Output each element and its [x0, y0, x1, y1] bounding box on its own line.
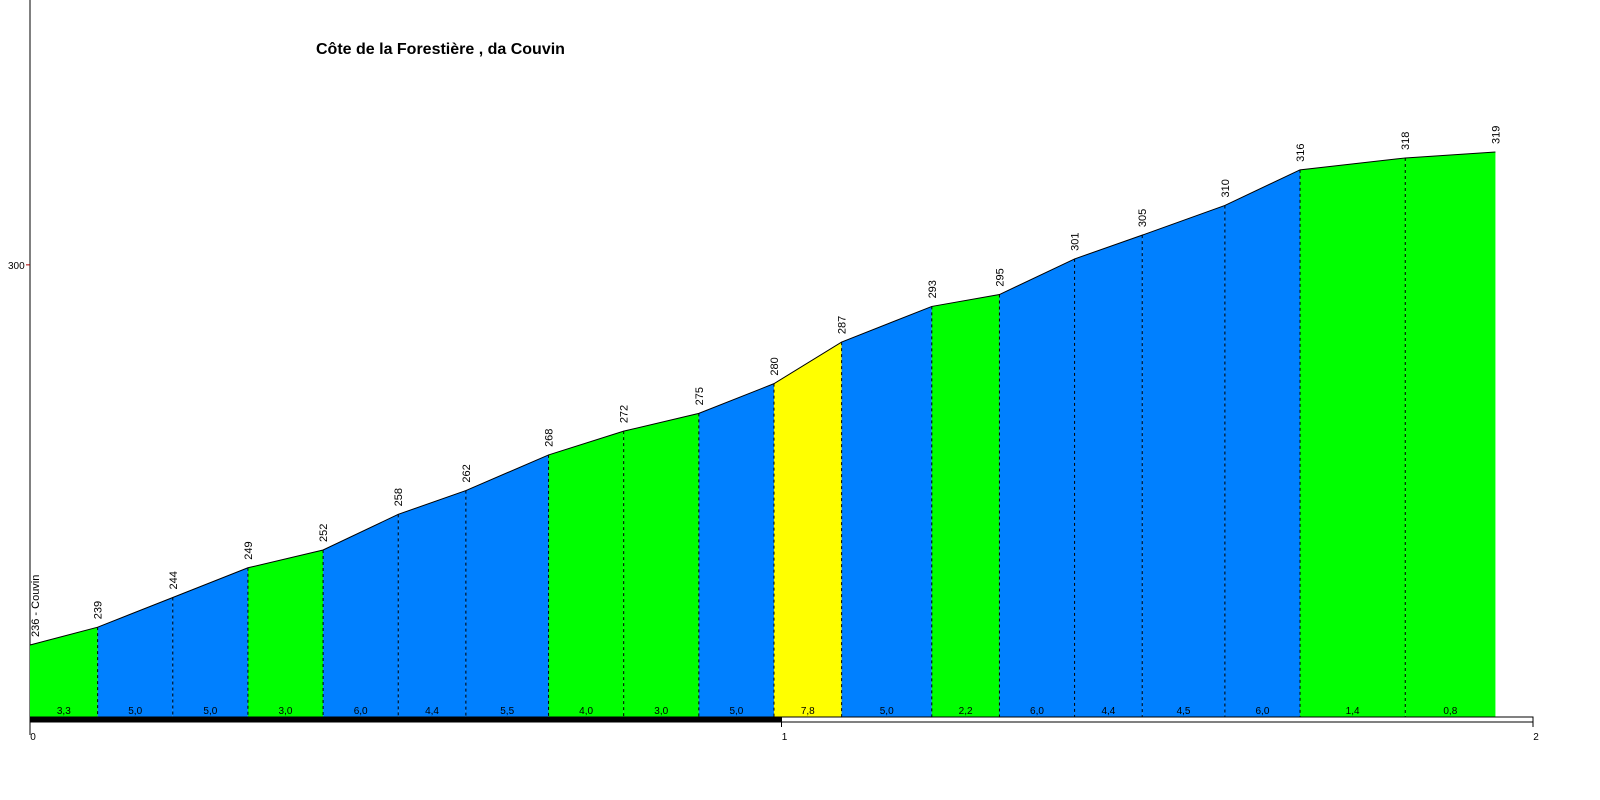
grade-labels-layer: 3,3 5,0 5,0 3,0 6,0 4,4 5,5 4,0 3,0 5,0 7,8 5,0 2,2 6… — [57, 706, 1458, 717]
elevation-label: 262 — [461, 464, 473, 482]
x-tick-label: 0 — [30, 732, 36, 743]
y-tick-label: 300 — [8, 261, 25, 272]
grade-label: 6,0 — [1256, 706, 1270, 717]
profile-segment — [97, 597, 173, 718]
start-label: 236 - Couvin — [30, 575, 42, 637]
grade-label: 3,0 — [654, 706, 668, 717]
elevation-label: 305 — [1137, 209, 1149, 227]
elevation-label: 316 — [1295, 143, 1307, 161]
elevation-label: 295 — [994, 268, 1006, 286]
km-scale-block — [781, 716, 1534, 723]
profile-segment — [773, 342, 842, 718]
grade-label: 5,0 — [880, 706, 894, 717]
elevation-label: 318 — [1400, 132, 1412, 150]
profile-segment — [841, 306, 932, 718]
profile-segment — [931, 294, 1000, 718]
grade-label: 4,5 — [1177, 706, 1191, 717]
grade-label: 3,3 — [57, 706, 71, 717]
elevation-label: 272 — [619, 405, 631, 423]
profile-segment — [623, 413, 699, 718]
profile-segment — [465, 454, 549, 718]
grade-label: 5,5 — [500, 706, 514, 717]
grade-label: 4,4 — [425, 706, 439, 717]
grade-label: 2,2 — [959, 706, 973, 717]
segments-layer — [30, 152, 1496, 719]
grade-label: 5,0 — [128, 706, 142, 717]
profile-segment — [1300, 157, 1406, 718]
chart-title: Côte de la Forestière , da Couvin — [316, 41, 565, 58]
grade-label: 6,0 — [1030, 706, 1044, 717]
grade-label: 7,8 — [801, 706, 815, 717]
profile-segment — [172, 567, 248, 718]
profile-segment — [698, 383, 774, 718]
grade-label: 3,0 — [279, 706, 293, 717]
km-scale-bar — [29, 716, 1534, 723]
profile-segment — [398, 490, 466, 718]
grade-label: 1,4 — [1346, 706, 1360, 717]
grade-label: 5,0 — [729, 706, 743, 717]
km-scale-block — [29, 716, 782, 723]
elevation-label: 275 — [694, 387, 706, 405]
dividers-layer — [29, 151, 1496, 718]
profile-segment — [1142, 205, 1225, 718]
grade-label: 4,0 — [579, 706, 593, 717]
profile-segment — [30, 627, 98, 718]
elevation-label: 244 — [168, 571, 180, 589]
x-tick-label: 2 — [1533, 732, 1539, 743]
elevation-label: 287 — [837, 316, 849, 334]
profile-segment — [1224, 169, 1301, 718]
grade-label: 5,0 — [203, 706, 217, 717]
grade-label: 0,8 — [1443, 706, 1457, 717]
elevation-label: 252 — [318, 524, 330, 542]
elevation-label: 249 — [243, 541, 255, 559]
elevation-label: 268 — [544, 429, 556, 447]
elevation-label: 293 — [927, 280, 939, 298]
profile-segment — [247, 549, 324, 718]
elevation-label: 310 — [1220, 179, 1232, 197]
elevation-labels-layer: 236 - Couvin 239 244 249 252 258 262 268 272 275 2… — [30, 126, 1502, 637]
grade-label: 6,0 — [354, 706, 368, 717]
profile-line — [29, 151, 1496, 646]
x-tick-label: 1 — [782, 732, 788, 743]
profile-segment — [323, 514, 399, 718]
elevation-label: 258 — [393, 488, 405, 506]
profile-segment — [1074, 235, 1143, 719]
grade-label: 4,4 — [1101, 706, 1115, 717]
axis-ticks-layer: 0 1 2 300 — [8, 261, 1539, 743]
elevation-label: 319 — [1490, 126, 1502, 144]
profile-segment — [999, 258, 1075, 718]
elevation-label: 301 — [1070, 233, 1082, 251]
profile-segment — [548, 431, 624, 718]
elevation-label: 280 — [769, 357, 781, 375]
profile-segment — [1405, 152, 1496, 718]
elevation-label: 239 — [93, 601, 105, 619]
